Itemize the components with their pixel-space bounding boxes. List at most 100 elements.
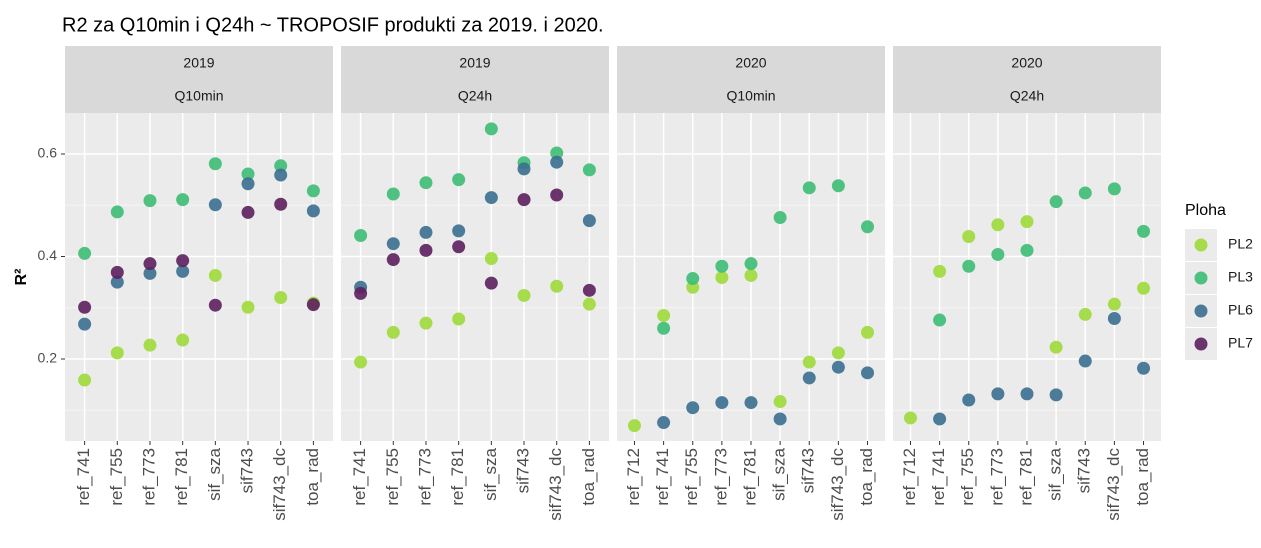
strip-background bbox=[341, 46, 609, 113]
legend-marker bbox=[1194, 304, 1208, 318]
point bbox=[274, 168, 288, 182]
panel-background bbox=[65, 113, 333, 441]
point bbox=[550, 155, 564, 169]
strip-background bbox=[65, 46, 333, 113]
x-tick-label: ref_755 bbox=[383, 448, 402, 506]
strip-label: Q10min bbox=[726, 88, 775, 104]
x-tick-label: sif_sza bbox=[770, 447, 789, 500]
x-tick-label: sif_sza bbox=[481, 447, 500, 500]
point bbox=[306, 184, 320, 198]
legend-label: PL2 bbox=[1228, 236, 1253, 252]
point bbox=[1107, 312, 1121, 326]
x-tick-label: ref_755 bbox=[682, 448, 701, 506]
point bbox=[386, 253, 400, 267]
point bbox=[354, 355, 368, 369]
legend-marker bbox=[1194, 271, 1208, 285]
point bbox=[274, 159, 288, 173]
point bbox=[773, 412, 787, 426]
x-tick-label: ref_741 bbox=[350, 448, 369, 506]
point bbox=[962, 393, 976, 407]
legend-label: PL3 bbox=[1228, 269, 1253, 285]
strip-label: Q24h bbox=[1010, 88, 1044, 104]
point bbox=[274, 291, 288, 304]
x-tick-label: sif743_dc bbox=[270, 448, 289, 521]
point bbox=[452, 224, 466, 238]
point bbox=[386, 237, 400, 251]
point bbox=[176, 333, 190, 347]
point bbox=[1107, 182, 1121, 196]
point bbox=[1020, 215, 1034, 229]
point bbox=[208, 157, 222, 171]
point bbox=[208, 198, 222, 212]
point bbox=[354, 286, 368, 300]
point bbox=[744, 396, 758, 410]
point bbox=[991, 218, 1005, 232]
legend-marker bbox=[1194, 337, 1208, 351]
y-axis-label: R² bbox=[13, 269, 30, 286]
point bbox=[802, 371, 816, 385]
point bbox=[176, 254, 190, 268]
point bbox=[484, 276, 498, 290]
x-tick-label: sif743 bbox=[799, 448, 818, 493]
point bbox=[143, 338, 157, 352]
point bbox=[484, 191, 498, 205]
point bbox=[582, 283, 596, 297]
point bbox=[903, 411, 917, 425]
point bbox=[582, 214, 596, 228]
point bbox=[550, 188, 564, 202]
point bbox=[744, 268, 758, 282]
x-tick-label: ref_712 bbox=[624, 448, 643, 506]
point bbox=[484, 252, 498, 266]
x-tick-label: sif743_dc bbox=[1104, 448, 1123, 521]
point bbox=[517, 162, 531, 176]
x-tick-label: ref_773 bbox=[987, 448, 1006, 506]
point bbox=[550, 146, 564, 160]
point bbox=[1020, 243, 1034, 257]
legend-marker bbox=[1194, 238, 1208, 252]
point bbox=[208, 268, 222, 282]
point bbox=[831, 179, 845, 193]
x-tick-label: ref_712 bbox=[900, 448, 919, 506]
point bbox=[110, 275, 124, 289]
point bbox=[419, 243, 433, 257]
point bbox=[1107, 297, 1121, 311]
point bbox=[1049, 340, 1063, 354]
point bbox=[452, 240, 466, 254]
point bbox=[802, 355, 816, 369]
x-tick-label: ref_741 bbox=[74, 448, 93, 506]
point bbox=[517, 288, 531, 302]
strip-background bbox=[617, 46, 885, 113]
x-tick-label: sif743 bbox=[238, 448, 257, 493]
strip-label: Q24h bbox=[458, 88, 492, 104]
point bbox=[452, 173, 466, 187]
point bbox=[143, 257, 157, 271]
x-tick-label: ref_773 bbox=[711, 448, 730, 506]
point bbox=[715, 259, 729, 273]
point bbox=[627, 419, 641, 433]
point bbox=[484, 122, 498, 136]
point bbox=[657, 416, 671, 430]
point bbox=[110, 205, 124, 219]
chart-title: R2 za Q10min i Q24h ~ TROPOSIF produkti … bbox=[62, 14, 604, 36]
point bbox=[241, 167, 255, 181]
point bbox=[110, 265, 124, 279]
strip-label: 2019 bbox=[459, 55, 490, 71]
x-tick-label: ref_755 bbox=[958, 448, 977, 506]
point bbox=[861, 220, 875, 234]
point bbox=[933, 313, 947, 327]
x-tick-label: ref_741 bbox=[929, 448, 948, 506]
point bbox=[773, 211, 787, 225]
legend-title: Ploha bbox=[1185, 202, 1226, 219]
point bbox=[78, 317, 92, 331]
point bbox=[78, 246, 92, 260]
point bbox=[306, 204, 320, 218]
x-tick-label: ref_773 bbox=[139, 448, 158, 506]
point bbox=[933, 412, 947, 426]
point bbox=[274, 197, 288, 211]
point bbox=[657, 308, 671, 322]
point bbox=[582, 297, 596, 311]
point bbox=[78, 300, 92, 314]
point bbox=[744, 257, 758, 271]
x-tick-label: ref_755 bbox=[107, 448, 126, 506]
